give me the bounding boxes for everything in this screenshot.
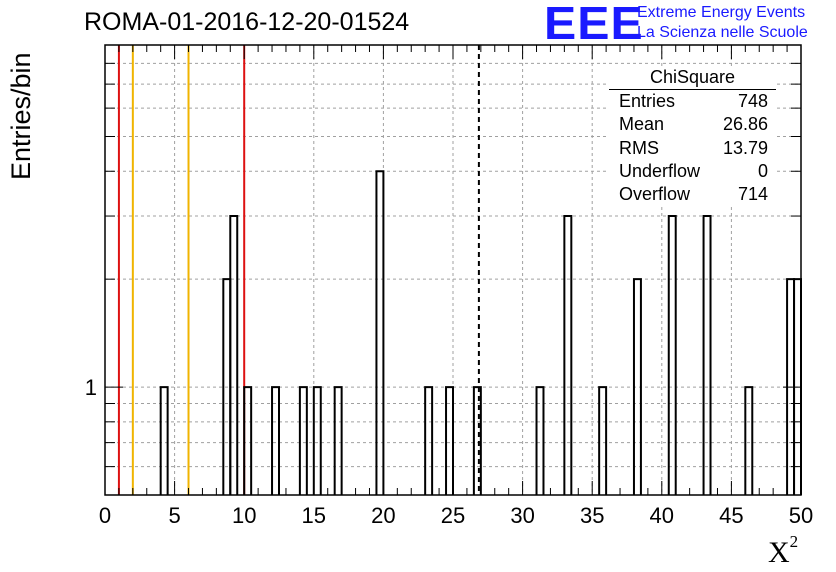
stats-label: Mean — [619, 114, 665, 135]
x-tick-label: 0 — [99, 503, 111, 528]
x-axis-label-superscript: 2 — [789, 532, 799, 551]
stats-value: 714 — [737, 184, 768, 205]
stats-row-overflow: Overflow 714 — [609, 183, 776, 206]
tick-labels: 0 5 10 15 20 25 30 35 40 45 50 1 — [85, 375, 813, 528]
stats-row-rms: RMS 13.79 — [609, 137, 776, 160]
histogram-bar — [535, 386, 545, 495]
histogram-bar — [744, 386, 754, 495]
stats-label: Entries — [619, 91, 676, 111]
reference-lines — [117, 45, 480, 495]
histogram-bar — [472, 386, 482, 495]
x-axis-label: X2 — [768, 532, 798, 570]
stats-value: 26.86 — [722, 114, 768, 135]
stats-box: ChiSquare Entries 748 Mean 26.86 RMS 13.… — [609, 66, 776, 207]
x-tick-label: 45 — [719, 503, 743, 528]
stats-label: RMS — [619, 137, 659, 158]
chart-title: ROMA-01-2016-12-20-01524 — [84, 8, 410, 36]
histogram-bar — [375, 170, 385, 495]
histogram-bar — [632, 278, 642, 495]
histogram-bar — [598, 386, 608, 495]
histogram-bar — [333, 386, 343, 495]
x-tick-label: 15 — [302, 503, 326, 528]
stats-value: 0 — [757, 160, 768, 181]
stats-value: 13.79 — [722, 137, 768, 158]
x-tick-label: 20 — [371, 503, 395, 528]
y-tick-label: 1 — [85, 375, 97, 400]
x-tick-label: 40 — [650, 503, 674, 528]
x-tick-label: 5 — [168, 503, 180, 528]
y-axis-label: Entries/bin — [6, 52, 36, 180]
eee-logo: EEE — [544, 0, 644, 49]
stats-row-entries: Entries 748 — [609, 90, 776, 113]
logo-tagline-1: Extreme Energy Events — [637, 4, 806, 21]
histogram-bar — [445, 386, 454, 495]
histogram-bar — [702, 215, 712, 495]
stats-row-mean: Mean 26.86 — [609, 113, 776, 136]
x-tick-label: 35 — [580, 503, 604, 528]
stats-label: Overflow — [619, 184, 691, 205]
stats-label: Underflow — [619, 160, 701, 181]
histogram-bar — [271, 386, 280, 495]
histogram-bar — [243, 386, 253, 495]
histogram-bar — [298, 386, 308, 495]
x-axis-label-base: X — [768, 536, 790, 569]
stats-value: 748 — [737, 91, 768, 111]
histogram-bar — [159, 386, 169, 495]
logo-tagline-2: La Scienza nelle Scuole — [637, 24, 808, 41]
x-tick-label: 50 — [789, 503, 813, 528]
stats-row-underflow: Underflow 0 — [609, 160, 776, 183]
stats-title: ChiSquare — [609, 66, 776, 90]
histogram-bar — [667, 215, 677, 495]
histogram-bar — [312, 386, 322, 495]
histogram-bar — [563, 215, 573, 495]
x-tick-label: 30 — [510, 503, 534, 528]
x-tick-label: 25 — [441, 503, 465, 528]
histogram-bar — [424, 386, 434, 495]
axes — [104, 44, 802, 496]
x-tick-label: 10 — [232, 503, 256, 528]
histogram-bar — [229, 215, 239, 495]
histogram-bars — [159, 170, 802, 495]
